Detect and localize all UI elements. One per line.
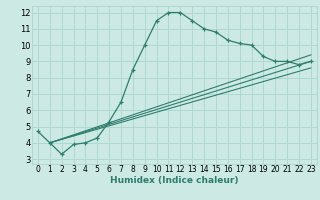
X-axis label: Humidex (Indice chaleur): Humidex (Indice chaleur) [110, 176, 239, 185]
